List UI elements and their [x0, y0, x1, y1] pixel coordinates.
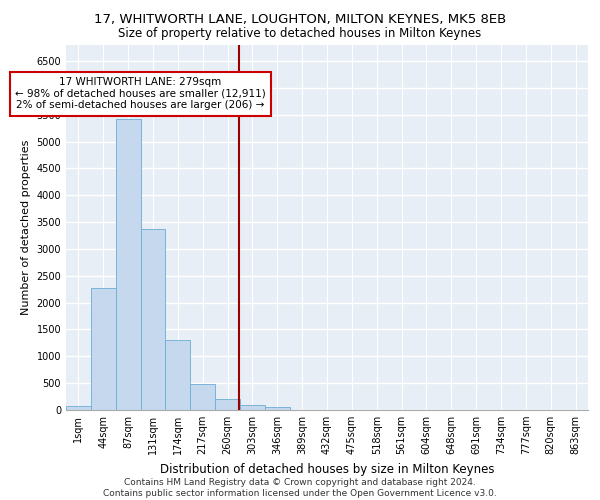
Bar [91, 288, 116, 410]
Bar [166, 340, 190, 410]
Bar [116, 119, 140, 410]
Bar [240, 406, 265, 410]
Text: 17, WHITWORTH LANE, LOUGHTON, MILTON KEYNES, MK5 8EB: 17, WHITWORTH LANE, LOUGHTON, MILTON KEY… [94, 12, 506, 26]
Text: Size of property relative to detached houses in Milton Keynes: Size of property relative to detached ho… [118, 28, 482, 40]
Bar [66, 406, 91, 410]
Bar [215, 400, 240, 410]
Bar [265, 408, 290, 410]
Text: Contains HM Land Registry data © Crown copyright and database right 2024.
Contai: Contains HM Land Registry data © Crown c… [103, 478, 497, 498]
Text: 17 WHITWORTH LANE: 279sqm
← 98% of detached houses are smaller (12,911)
2% of se: 17 WHITWORTH LANE: 279sqm ← 98% of detac… [15, 77, 266, 110]
Bar [140, 228, 166, 410]
Y-axis label: Number of detached properties: Number of detached properties [21, 140, 31, 315]
X-axis label: Distribution of detached houses by size in Milton Keynes: Distribution of detached houses by size … [160, 462, 494, 475]
Bar [190, 384, 215, 410]
